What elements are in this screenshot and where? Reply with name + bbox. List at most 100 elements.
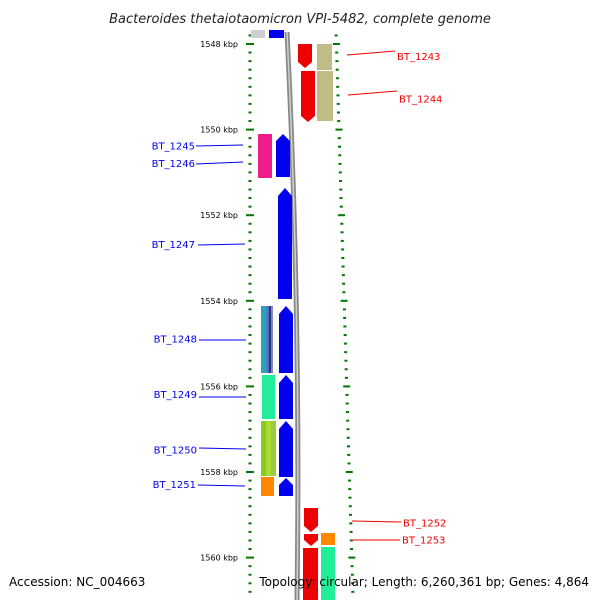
scale-tick-minor — [346, 428, 350, 431]
scale-tick-minor — [345, 393, 349, 396]
scale-tick-minor — [347, 462, 351, 465]
scale-tick-minor — [335, 60, 339, 63]
gene-label-bt-1250[interactable]: BT_1250 — [154, 446, 197, 457]
annotation-block-bt-1244[interactable] — [317, 71, 333, 121]
gene-label-bt-1253[interactable]: BT_1253 — [402, 535, 445, 546]
kbp-label: 1548 kbp — [200, 40, 238, 49]
scale-tick-minor — [349, 539, 353, 542]
gene-arrow-bt-1249[interactable] — [279, 375, 293, 419]
scale-tick-minor — [336, 111, 340, 114]
scale-tick-major — [343, 385, 351, 388]
scale-tick-minor — [248, 462, 252, 465]
scale-tick-minor — [248, 368, 252, 371]
scale-tick-major — [246, 214, 254, 217]
scale-tick-minor — [340, 239, 344, 242]
scale-tick-minor — [334, 34, 338, 37]
gene-arrow-bt-1245[interactable] — [276, 134, 290, 177]
annotation-block-bt-1248[interactable] — [261, 306, 273, 373]
genome-backbone-highlight — [286, 31, 299, 600]
leader-line — [197, 243, 246, 246]
scale-tick-minor — [348, 496, 352, 499]
gene-arrow-bt-1251[interactable] — [279, 478, 293, 496]
gene-label-bt-1251[interactable]: BT_1251 — [153, 480, 196, 491]
scale-tick-minor — [248, 274, 252, 277]
scale-tick-minor — [248, 513, 252, 516]
gene-arrow-partial[interactable] — [269, 30, 284, 38]
annotation-block-partial-bottom[interactable] — [321, 547, 335, 600]
scale-tick-minor — [342, 291, 346, 294]
scale-tick-minor — [343, 334, 347, 337]
scale-tick-minor — [338, 162, 342, 165]
gene-arrow-bt-1250[interactable] — [279, 421, 293, 477]
annotation-block-bt-1245[interactable] — [258, 134, 272, 178]
scale-tick-minor — [248, 411, 252, 414]
annotation-block-bt-1253[interactable] — [321, 533, 335, 545]
annotation-block-bt-1249[interactable] — [262, 375, 275, 419]
left-gene-labels: BT_1245 BT_1246 BT_1247 BT_1248 BT_1249 … — [152, 142, 197, 491]
scale-tick-minor — [348, 488, 352, 491]
scale-tick-major — [246, 43, 254, 45]
gene-label-bt-1245[interactable]: BT_1245 — [152, 142, 195, 153]
scale-tick-minor — [248, 197, 252, 200]
scale-tick-minor — [248, 248, 252, 251]
gene-arrow-partial-bottom[interactable] — [303, 548, 318, 600]
scale-tick-major — [332, 43, 340, 45]
gene-arrow-bt-1248[interactable] — [279, 306, 293, 373]
scale-tick-minor — [248, 179, 252, 182]
scale-tick-minor — [349, 513, 353, 516]
scale-tick-minor — [248, 565, 252, 568]
annotation-block-bt-1243[interactable] — [317, 44, 332, 70]
kbp-label: 1560 kbp — [200, 554, 238, 563]
gene-label-bt-1252[interactable]: BT_1252 — [403, 518, 446, 529]
gene-arrow-bt-1243[interactable] — [298, 44, 312, 68]
gene-label-bt-1247[interactable]: BT_1247 — [152, 240, 195, 251]
gene-label-bt-1249[interactable]: BT_1249 — [154, 390, 197, 401]
gene-arrow-bt-1244[interactable] — [301, 71, 315, 122]
scale-tick-minor — [248, 102, 252, 105]
scale-tick-minor — [338, 154, 342, 157]
scale-tick-minor — [248, 316, 252, 319]
annotation-block-bt-1250[interactable] — [261, 421, 276, 476]
scale-tick-minor — [248, 257, 252, 259]
scale-tick-minor — [339, 179, 343, 182]
gene-label-bt-1246[interactable]: BT_1246 — [152, 159, 195, 170]
scale-tick-minor — [342, 282, 346, 285]
scale-tick-minor — [248, 402, 252, 405]
scale-tick-minor — [248, 488, 252, 491]
scale-tick-minor — [350, 565, 354, 568]
scale-tick-minor — [343, 325, 347, 328]
scale-tick-major — [340, 299, 348, 302]
topology-text: Topology: circular; Length: 6,260,361 bp… — [258, 575, 589, 589]
scale-tick-minor — [351, 582, 355, 585]
scale-tick-minor — [337, 137, 341, 140]
gene-block-partial[interactable] — [251, 30, 265, 38]
scale-tick-minor — [341, 265, 345, 268]
scale-tick-minor — [248, 342, 252, 345]
scale-tick-minor — [346, 419, 350, 422]
right-scale-ticks — [332, 34, 356, 593]
scale-tick-minor — [248, 94, 252, 97]
scale-tick-minor — [349, 522, 353, 525]
scale-tick-minor — [338, 145, 342, 148]
scale-tick-major — [338, 214, 346, 217]
scale-tick-minor — [335, 77, 339, 80]
kbp-label: 1552 kbp — [200, 211, 238, 220]
gene-label-bt-1244[interactable]: BT_1244 — [399, 95, 442, 106]
annotation-block-bt-1251[interactable] — [261, 477, 274, 496]
scale-tick-minor — [248, 376, 252, 379]
gene-arrow-bt-1253[interactable] — [304, 534, 318, 546]
scale-tick-minor — [248, 145, 252, 148]
left-scale-ticks — [246, 34, 254, 593]
scale-tick-minor — [335, 51, 339, 54]
scale-tick-minor — [337, 120, 341, 123]
kbp-label: 1556 kbp — [200, 382, 238, 391]
scale-tick-minor — [248, 34, 252, 37]
gene-label-bt-1248[interactable]: BT_1248 — [154, 334, 197, 345]
gene-arrow-bt-1247[interactable] — [278, 188, 292, 299]
gene-arrow-bt-1252[interactable] — [304, 508, 318, 532]
scale-tick-minor — [336, 102, 340, 105]
gene-label-bt-1243[interactable]: BT_1243 — [397, 52, 440, 63]
scale-tick-minor — [248, 120, 252, 123]
kbp-label: 1554 kbp — [200, 297, 238, 306]
scale-tick-minor — [350, 573, 354, 576]
